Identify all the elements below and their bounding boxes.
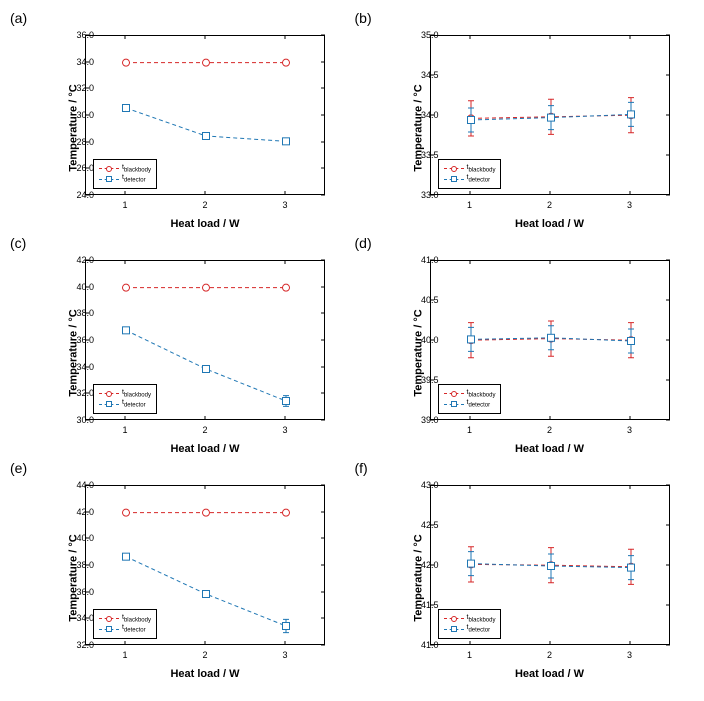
x-tick: 3 [282, 200, 287, 210]
legend: tblackbodytdetector [438, 609, 502, 639]
legend-label: tdetector [122, 399, 146, 408]
x-tick: 2 [547, 425, 552, 435]
legend-label: tdetector [467, 399, 491, 408]
legend-item: tdetector [99, 399, 151, 408]
y-axis-label: Temperature / °C [68, 309, 80, 396]
legend-label: tblackbody [122, 389, 151, 398]
legend: tblackbodytdetector [438, 159, 502, 189]
legend-item: tdetector [444, 399, 496, 408]
legend-label: tblackbody [467, 164, 496, 173]
x-tick: 2 [547, 650, 552, 660]
panel-e: (e)Temperature / °CHeat load / W32.034.0… [10, 460, 350, 680]
x-tick: 2 [547, 200, 552, 210]
legend: tblackbodytdetector [93, 609, 157, 639]
x-tick: 1 [122, 650, 127, 660]
panel-label-e: (e) [10, 460, 27, 476]
legend-label: tblackbody [122, 614, 151, 623]
x-tick: 2 [202, 425, 207, 435]
legend-label: tdetector [122, 174, 146, 183]
legend-item: tdetector [444, 174, 496, 183]
legend-item: tblackbody [99, 389, 151, 398]
legend: tblackbodytdetector [93, 159, 157, 189]
x-tick: 3 [627, 650, 632, 660]
legend-label: tblackbody [467, 389, 496, 398]
legend-item: tblackbody [444, 614, 496, 623]
x-tick: 1 [122, 200, 127, 210]
legend-item: tdetector [99, 624, 151, 633]
x-axis-label: Heat load / W [85, 443, 325, 455]
panel-b: (b)Temperature / °CHeat load / W33.033.5… [355, 10, 695, 230]
x-axis-label: Heat load / W [85, 218, 325, 230]
legend: tblackbodytdetector [438, 384, 502, 414]
x-tick: 1 [467, 650, 472, 660]
y-axis-label: Temperature / °C [68, 84, 80, 171]
y-axis-label: Temperature / °C [68, 534, 80, 621]
panel-a: (a)Temperature / °CHeat load / W24.026.0… [10, 10, 350, 230]
x-tick: 2 [202, 200, 207, 210]
panel-f: (f)Temperature / °CHeat load / W41.041.5… [355, 460, 695, 680]
legend-label: tdetector [467, 174, 491, 183]
legend-item: tblackbody [99, 614, 151, 623]
legend-item: tdetector [99, 174, 151, 183]
x-tick: 1 [467, 200, 472, 210]
legend-label: tblackbody [467, 614, 496, 623]
panel-label-d: (d) [355, 235, 372, 251]
x-tick: 3 [627, 200, 632, 210]
legend: tblackbodytdetector [93, 384, 157, 414]
legend-item: tdetector [444, 624, 496, 633]
panel-d: (d)Temperature / °CHeat load / W39.039.5… [355, 235, 695, 455]
x-axis-label: Heat load / W [85, 668, 325, 680]
legend-label: tblackbody [122, 164, 151, 173]
x-tick: 3 [627, 425, 632, 435]
x-axis-label: Heat load / W [430, 443, 670, 455]
legend-item: tblackbody [444, 164, 496, 173]
panel-label-f: (f) [355, 460, 368, 476]
x-axis-label: Heat load / W [430, 668, 670, 680]
x-axis-label: Heat load / W [430, 218, 670, 230]
panel-label-c: (c) [10, 235, 26, 251]
x-tick: 2 [202, 650, 207, 660]
legend-label: tdetector [467, 624, 491, 633]
panel-label-a: (a) [10, 10, 27, 26]
x-tick: 1 [122, 425, 127, 435]
x-tick: 3 [282, 650, 287, 660]
chart-grid: (a)Temperature / °CHeat load / W24.026.0… [10, 10, 694, 680]
panel-label-b: (b) [355, 10, 372, 26]
legend-item: tblackbody [99, 164, 151, 173]
x-tick: 3 [282, 425, 287, 435]
legend-item: tblackbody [444, 389, 496, 398]
panel-c: (c)Temperature / °CHeat load / W30.032.0… [10, 235, 350, 455]
legend-label: tdetector [122, 624, 146, 633]
x-tick: 1 [467, 425, 472, 435]
